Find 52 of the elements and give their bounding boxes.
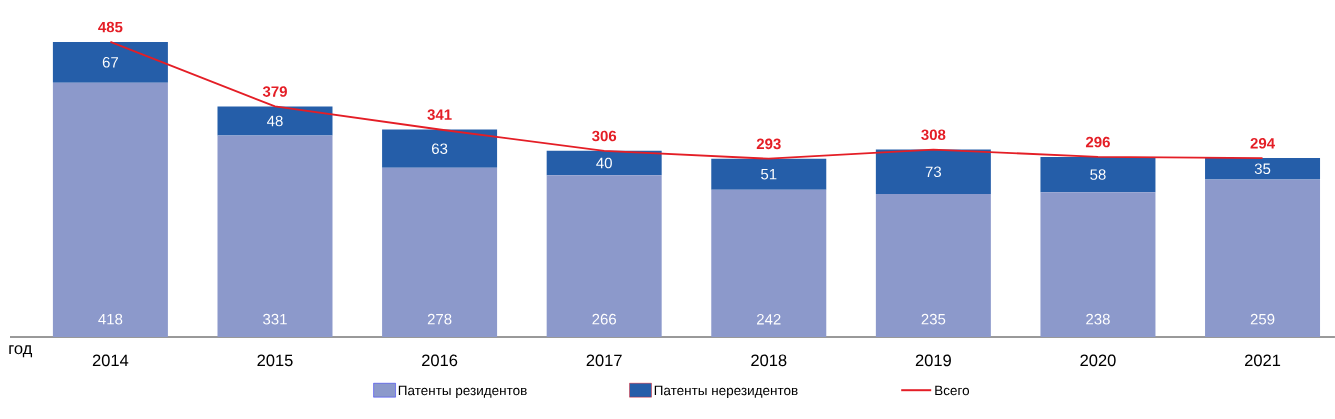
data-label: 238 [1086,313,1110,325]
x-tick-label: 2014 [92,354,129,367]
data-label: 48 [266,115,283,127]
bar [875,149,991,195]
data-label: 51 [761,169,777,180]
data-label: 306 [592,130,617,142]
data-label: 259 [1250,313,1275,325]
data-label: 67 [102,56,118,68]
x-tick-label: 2017 [586,354,622,367]
bar [1205,179,1321,337]
bar [1040,156,1156,193]
data-label: 331 [263,313,287,325]
bar [217,106,333,136]
bar [382,167,498,337]
data-label: 485 [98,21,123,33]
bar [1205,158,1321,180]
legend-label: Патенты резидентов [398,385,527,398]
x-tick-label: 2015 [257,354,293,367]
bar [217,135,333,337]
data-label: 379 [262,86,287,97]
data-label: 73 [925,166,942,178]
bar [1040,192,1156,337]
bar [875,194,991,337]
x-axis-title: год [9,345,33,358]
bar [52,41,168,83]
data-label: 308 [921,129,946,141]
data-label: 418 [98,313,123,325]
legend-label: Патенты нерезидентов [654,385,798,398]
data-label: 35 [1254,163,1271,175]
x-tick-label: 2021 [1245,354,1281,367]
x-tick-label: 2020 [1080,354,1116,367]
bar [546,175,662,337]
bar [546,150,662,176]
data-label: 266 [592,313,617,325]
bar [52,82,168,337]
legend-label: Всего [935,385,970,396]
x-tick-label: 2016 [422,354,458,367]
data-label: 63 [432,143,448,154]
data-label: 341 [427,109,452,120]
x-tick-label: 2019 [915,354,951,367]
data-label: 235 [921,313,946,325]
data-label: 296 [1085,136,1110,148]
data-label: 242 [757,314,781,325]
data-label: 40 [596,157,612,169]
data-label: 278 [427,313,452,325]
bar [382,129,498,168]
data-label: 58 [1090,169,1106,180]
data-label: 294 [1250,137,1275,149]
bar [711,189,827,337]
bar [711,158,827,190]
x-tick-label: 2018 [751,354,787,367]
data-label: 293 [756,138,781,150]
